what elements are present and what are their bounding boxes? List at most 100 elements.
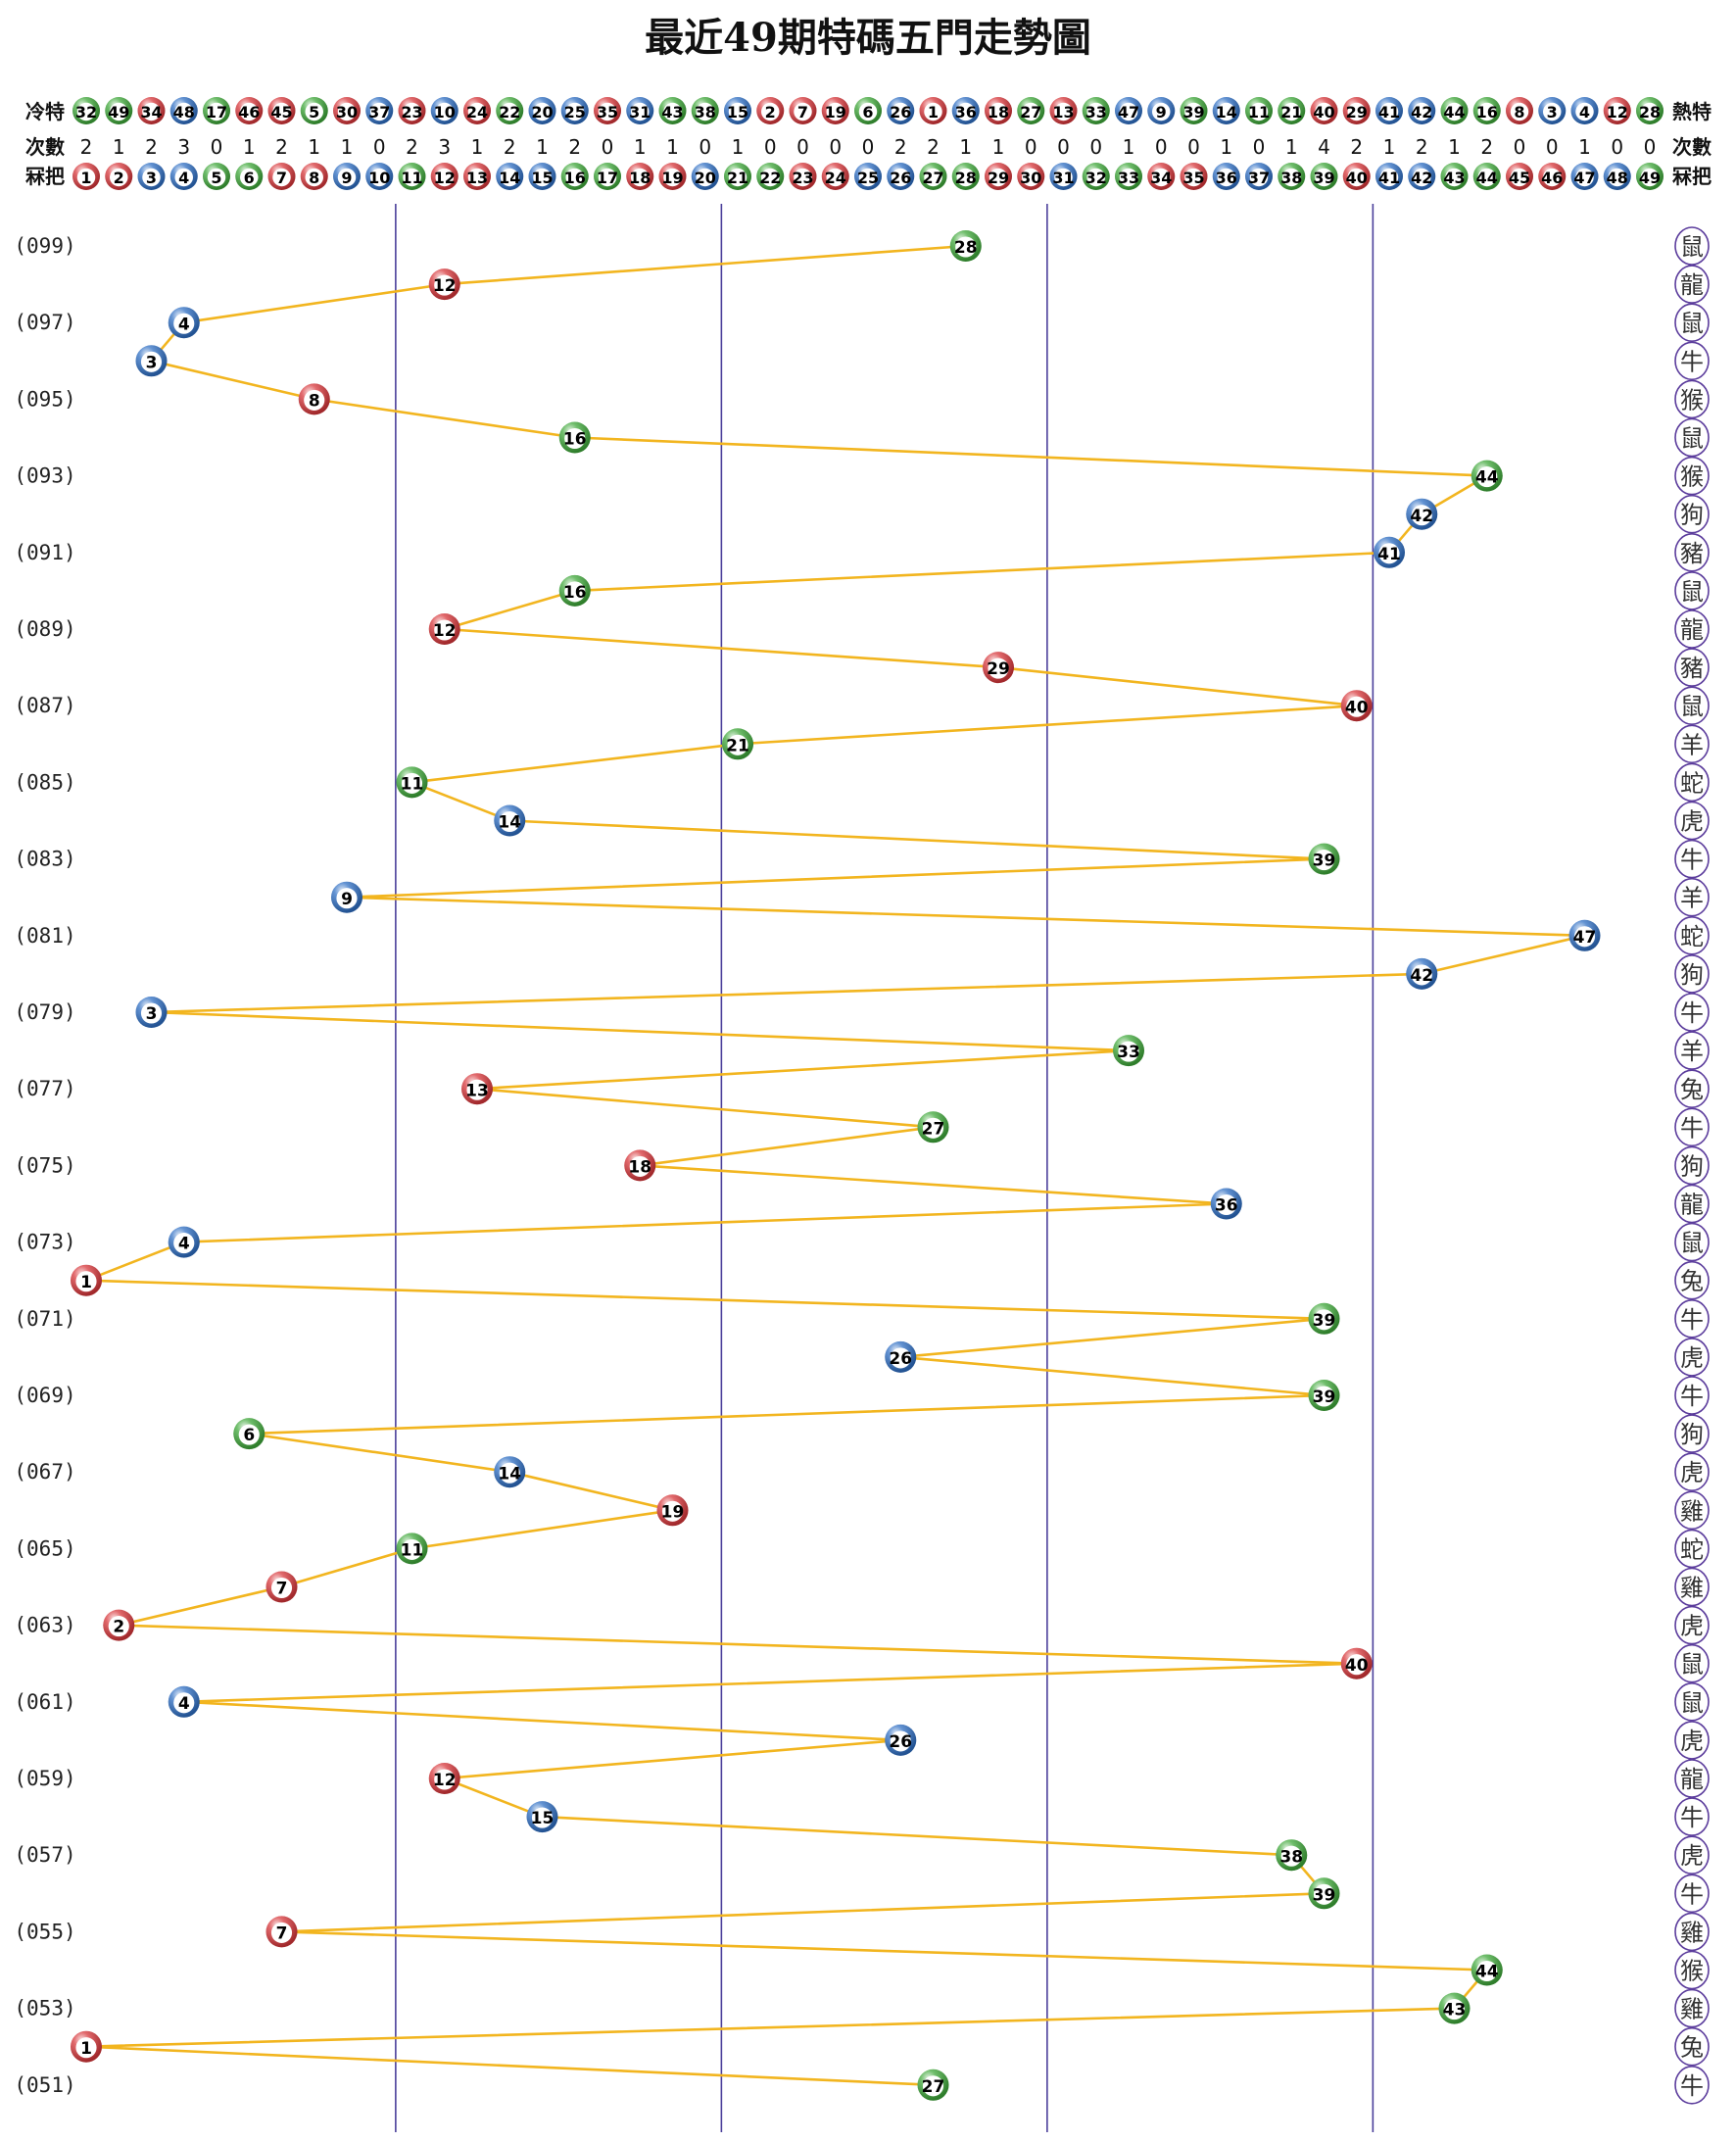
trend-ball-face [499, 1462, 520, 1484]
zodiac-badge: 羊 [1674, 877, 1710, 917]
header-number-ball-face [370, 168, 389, 187]
header-number-ball: 2 [105, 163, 133, 190]
trend-ball-label: 11 [401, 1541, 424, 1561]
header-number-ball-label: 31 [1052, 169, 1074, 187]
header-count: 1 [666, 135, 679, 159]
trend-segment [1420, 934, 1586, 976]
header-number-ball-label: 13 [466, 169, 488, 187]
trend-segment [345, 857, 1326, 900]
header-number-ball: 15 [528, 163, 556, 190]
header-count: 0 [1546, 135, 1559, 159]
header-number-ball: 1 [72, 163, 100, 190]
header-ranked-ball: 49 [105, 97, 133, 124]
trend-ball: 47 [1568, 919, 1601, 951]
header-ranked-ball-face [370, 102, 389, 122]
header-number-ball-label: 12 [434, 169, 456, 187]
trend-ball-face [466, 1079, 488, 1100]
trend-ball-label: 39 [1313, 1311, 1336, 1331]
header-number-ball-label: 22 [759, 169, 781, 187]
period-label: (099) [14, 234, 75, 258]
header-number-ball-label: 27 [922, 169, 943, 187]
zodiac-char: 牛 [1680, 847, 1704, 874]
zodiac-badge: 猴 [1674, 379, 1710, 419]
header-number-ball-label: 11 [401, 169, 422, 187]
trend-ball-label: 19 [661, 1502, 685, 1522]
header-ranked-ball: 4 [1570, 97, 1599, 124]
trend-ball-face [173, 313, 195, 334]
zodiac-ring [1674, 1950, 1710, 1990]
zodiac-badge: 狗 [1674, 1414, 1710, 1453]
header-number-ball-face [761, 168, 780, 187]
header-ranked-ball: 16 [1472, 97, 1501, 124]
trend-ball-face [270, 1922, 293, 1943]
header-ranked-ball-face [240, 102, 259, 122]
header-ranked-ball-face [1379, 102, 1399, 122]
header-number-ball-label: 15 [531, 169, 553, 187]
header-ranked-ball: 8 [1506, 97, 1533, 124]
period-label: (097) [14, 311, 75, 334]
header-ranked-ball-face [467, 102, 487, 122]
zodiac-char: 牛 [1680, 348, 1704, 375]
header-ranked-ball-label: 16 [1476, 103, 1498, 122]
trend-segment [84, 1241, 186, 1282]
zodiac-badge: 虎 [1674, 1338, 1710, 1377]
header-number-ball: 12 [430, 163, 458, 190]
zodiac-char: 虎 [1680, 1613, 1704, 1640]
zodiac-ring [1674, 648, 1710, 687]
header-count: 0 [602, 135, 614, 159]
header-number-ball-face [272, 168, 291, 187]
trend-ball-face [401, 772, 423, 794]
header-ranked-ball-label: 45 [270, 103, 292, 122]
zodiac-char: 鼠 [1680, 693, 1704, 720]
trend-ball-label: 4 [178, 1694, 190, 1714]
header-number-ball-face [1315, 168, 1333, 187]
period-label: (055) [14, 1920, 75, 1943]
period-label: (051) [14, 2073, 75, 2097]
trend-segment [475, 1048, 1131, 1091]
header-number-ball: 14 [496, 163, 524, 190]
trend-ball-face [564, 581, 586, 603]
trend-ball-face [1411, 964, 1432, 986]
trend-ball-label: 36 [1215, 1196, 1238, 1216]
header-ranked-ball-label: 39 [1182, 103, 1204, 122]
trend-ball: 1 [71, 1264, 102, 1296]
period-label: (071) [14, 1307, 75, 1331]
trend-ball-label: 12 [433, 1771, 457, 1790]
header-count: 1 [243, 135, 256, 159]
header-number-ball-label: 42 [1411, 169, 1432, 187]
zodiac-char: 狗 [1680, 502, 1704, 529]
header-ranked-ball-label: 19 [825, 103, 846, 122]
header-ranked-ball: 25 [560, 97, 589, 124]
header-number-ball-label: 46 [1541, 169, 1563, 187]
header-number-ball: 8 [300, 163, 328, 190]
trend-ball-label: 18 [628, 1158, 651, 1178]
zodiac-char: 兔 [1680, 1076, 1704, 1103]
header-ranked-ball: 40 [1310, 97, 1338, 124]
header-ranked-ball: 37 [365, 97, 394, 124]
zodiac-badge: 龍 [1674, 1759, 1710, 1798]
header-number-ball-face [565, 168, 584, 187]
zodiac-ring [1674, 877, 1710, 917]
header-count: 2 [275, 135, 288, 159]
trend-ball: 39 [1308, 1380, 1340, 1411]
header-count: 2 [145, 135, 158, 159]
header-number-ball-face [240, 168, 259, 187]
header-count: 0 [1611, 135, 1623, 159]
trend-ball: 15 [526, 1801, 558, 1833]
zodiac-badge: 虎 [1674, 1452, 1710, 1491]
header-ranked-ball-face [1086, 102, 1105, 122]
header-number-ball: 46 [1538, 163, 1567, 190]
header-number-ball: 9 [333, 163, 361, 190]
header-number-ball: 26 [887, 163, 915, 190]
trend-ball-face [140, 351, 163, 372]
header-ranked-ball-label: 15 [727, 103, 748, 122]
header-number-ball-face [1543, 168, 1562, 187]
header-number-ball-label: 29 [988, 169, 1009, 187]
header-count: 0 [1025, 135, 1037, 159]
header-number-ball: 31 [1049, 163, 1078, 190]
trend-segment [280, 1892, 1326, 1933]
zodiac-char: 牛 [1680, 1880, 1704, 1908]
count-label-right: 次數 [1672, 135, 1712, 159]
trend-ball-face [1313, 1386, 1335, 1407]
trend-ball-face [270, 1577, 293, 1599]
